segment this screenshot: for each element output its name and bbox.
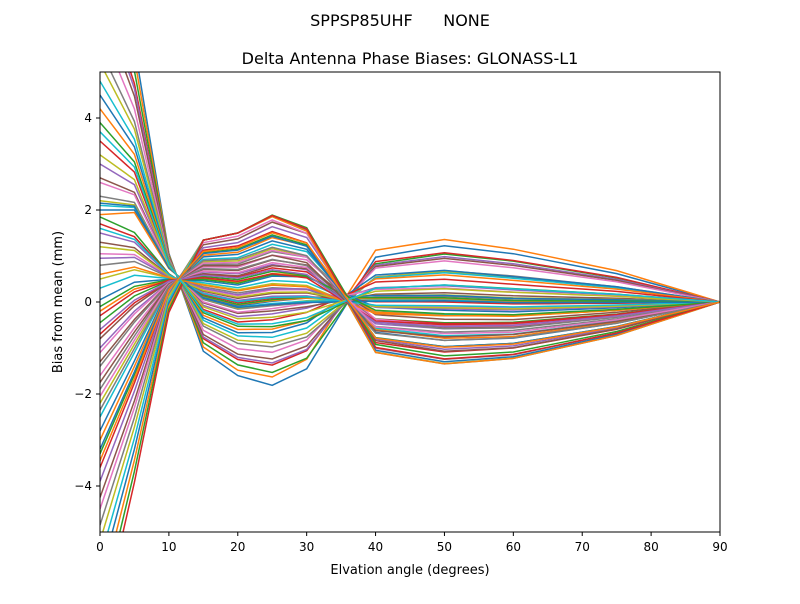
series-line: [100, 273, 720, 326]
x-axis: 0 10 20 30 40 50 60 70 80 90: [96, 532, 728, 554]
series-line: [100, 177, 720, 315]
x-tick-label: 10: [161, 540, 176, 554]
x-tick-label: 90: [712, 540, 727, 554]
series-line: [100, 202, 720, 309]
series-line: [100, 94, 720, 334]
y-tick-label: −2: [74, 387, 92, 401]
series-line: [118, 72, 720, 354]
series-group: [100, 72, 720, 532]
series-line: [100, 249, 720, 397]
series-line: [100, 246, 720, 310]
x-tick-label: 60: [506, 540, 521, 554]
y-axis-label: Bias from mean (mm): [51, 231, 66, 373]
series-line: [100, 80, 720, 339]
chart-title: Delta Antenna Phase Biases: GLONASS-L1: [242, 49, 579, 68]
series-line: [100, 258, 720, 367]
x-tick-label: 40: [368, 540, 383, 554]
series-line: [100, 246, 720, 411]
x-tick-label: 30: [299, 540, 314, 554]
x-tick-label: 70: [575, 540, 590, 554]
x-axis-label: Elvation angle (degrees): [330, 563, 489, 578]
x-tick-label: 80: [643, 540, 658, 554]
y-tick-label: 0: [84, 295, 92, 309]
series-line: [100, 221, 720, 498]
figure-suptitle: SPPSP85UHF NONE: [310, 11, 490, 30]
series-line: [138, 72, 720, 387]
series-line: [136, 72, 720, 378]
x-tick-label: 50: [437, 540, 452, 554]
series-line: [100, 108, 720, 331]
series-line: [100, 269, 720, 331]
series-line: [100, 273, 720, 316]
series-line: [100, 264, 720, 340]
y-tick-label: 4: [84, 111, 92, 125]
series-line: [122, 214, 720, 532]
series-line: [100, 131, 720, 325]
series-line: [100, 227, 720, 308]
series-line: [100, 250, 720, 390]
series-line: [100, 154, 720, 320]
series-line: [100, 225, 720, 482]
series-line: [100, 266, 720, 317]
series-line: [100, 254, 720, 383]
y-axis: −4 −2 0 2 4: [74, 111, 100, 493]
series-line: [127, 72, 720, 364]
y-tick-label: 2: [84, 203, 92, 217]
series-line: [100, 216, 720, 306]
series-line: [100, 232, 720, 461]
series-line: [129, 72, 720, 366]
y-tick-label: −4: [74, 479, 92, 493]
series-line: [100, 140, 720, 323]
x-tick-label: 0: [96, 540, 104, 554]
series-line: [124, 72, 720, 360]
x-tick-label: 20: [230, 540, 245, 554]
series-line: [100, 209, 720, 307]
